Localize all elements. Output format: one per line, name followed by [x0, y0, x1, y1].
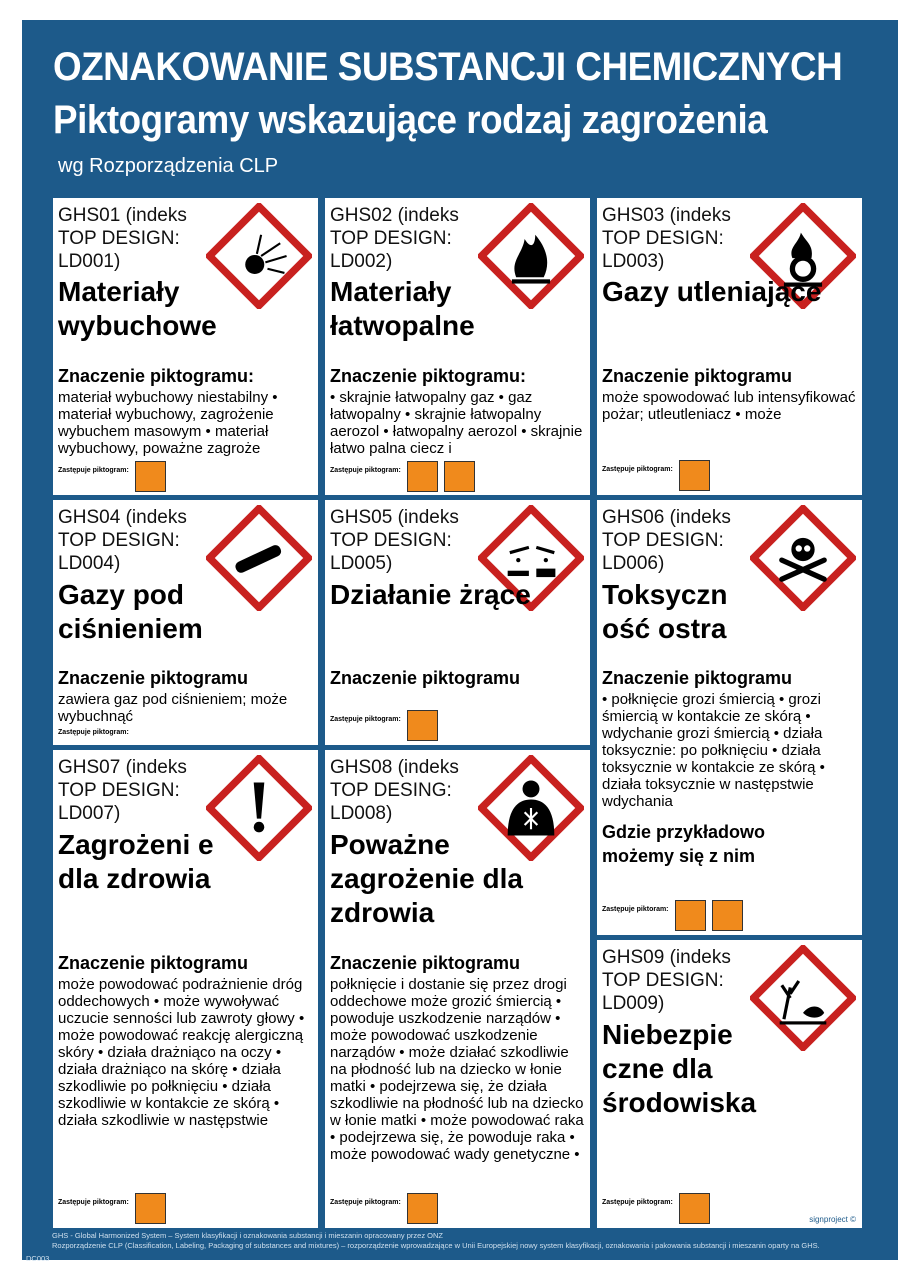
replaces-label: Zastępuje piktogram: [58, 1199, 129, 1206]
corrosion-icon [478, 505, 584, 611]
meaning-text: może powodować podrażnienie dróg oddecho… [58, 976, 305, 1129]
footer-ghs-note: GHS - Global Harmonized System – System … [52, 1231, 443, 1240]
product-code: DC003 [26, 1254, 50, 1263]
meaning-section: Zastępuje piktogram: [602, 1120, 856, 1224]
exclamation-mark-icon [206, 755, 312, 861]
pictogram-card-ghs08: GHS08 (indeks TOP DESING: LD008) Poważne … [325, 750, 590, 1228]
replaces-label: Zastępuje piktoram: [602, 906, 669, 913]
hazard-title: Toksyczn ość ostra [602, 579, 728, 644]
ghs-code: GHS05 (indeks TOP DESIGN: LD005) [330, 507, 459, 574]
meaning-section: Znaczenie piktogramu Zastępuje piktogram: [330, 668, 584, 741]
replaces-row: Zastępuje piktogram: [330, 461, 584, 492]
replaces-row: Zastępuje piktoram: [602, 900, 856, 931]
skull-crossbones-icon [750, 505, 856, 611]
replaces-label: Zastępuje piktogram: [58, 467, 129, 474]
meaning-heading: Znaczenie piktogramu [330, 953, 521, 973]
old-irritant-icon [134, 1193, 166, 1224]
pictogram-card-ghs07: GHS07 (indeks TOP DESIGN: LD007) Zagrożen… [53, 750, 318, 1228]
hazard-title: Zagrożeni e dla zdrowia [58, 829, 214, 894]
old-extremely-flammable-icon [443, 461, 475, 492]
old-very-toxic-icon [711, 900, 743, 931]
replaces-row: Zastępuje piktogram: [602, 460, 856, 491]
flame-over-circle-icon [750, 203, 856, 309]
old-explosive-icon [134, 461, 166, 492]
meaning-heading: Znaczenie piktogramu [58, 668, 249, 688]
exploding-bomb-icon [206, 203, 312, 309]
meaning-heading: Znaczenie piktogramu [602, 366, 793, 386]
footer-clp-note: Rozporządzenie CLP (Classification, Labe… [52, 1241, 820, 1250]
meaning-heading: Znaczenie piktogramu: [330, 366, 527, 386]
replaces-label: Zastępuje piktogram: [58, 729, 129, 736]
regulation-note: wg Rozporządzenia CLP [58, 155, 279, 177]
gas-cylinder-icon [206, 505, 312, 611]
meaning-heading: Znaczenie piktogramu [330, 668, 521, 688]
replaces-label: Zastępuje piktogram: [330, 1199, 401, 1206]
meaning-text: • skrajnie łatwopalny gaz • gaz łatwopal… [330, 389, 583, 457]
replaces-row: Zastępuje piktogram: [58, 461, 312, 492]
replaces-row: Zastępuje piktogram: [602, 1193, 856, 1224]
meaning-section: Znaczenie piktogramu • połknięcie grozi ś… [602, 668, 856, 931]
old-corrosive-icon [406, 710, 438, 741]
ghs-code: GHS01 (indeks TOP DESIGN: LD001) [58, 205, 187, 272]
hazard-title: Gazy pod ciśnieniem [58, 579, 203, 644]
meaning-text: • połknięcie grozi śmiercią • grozi śmie… [602, 691, 825, 810]
old-harmful-icon [406, 1193, 438, 1224]
example-heading: Gdzie przykładowo możemy się z nim [602, 822, 766, 866]
ghs-code: GHS06 (indeks TOP DESIGN: LD006) [602, 507, 731, 574]
environment-icon [750, 945, 856, 1051]
ghs-code: GHS04 (indeks TOP DESIGN: LD004) [58, 507, 187, 574]
meaning-heading: Znaczenie piktogramu [58, 953, 249, 973]
meaning-section: Znaczenie piktogramu: • skrajnie łatwopal… [330, 366, 584, 492]
old-toxic-icon [674, 900, 706, 931]
replaces-row: Zastępuje piktogram: [330, 1193, 584, 1224]
poster-title: OZNAKOWANIE SUBSTANCJI CHEMICZNYCH [53, 45, 843, 89]
hazard-title: Materiały łatwopalne [330, 276, 475, 341]
meaning-text: materiał wybuchowy niestabilny • materia… [58, 389, 278, 457]
meaning-section: Znaczenie piktogramu może spowodować lub … [602, 366, 856, 491]
flame-icon [478, 203, 584, 309]
old-oxidizing-icon [678, 460, 710, 491]
pictogram-card-ghs09: GHS09 (indeks TOP DESIGN: LD009) Niebezpi… [597, 940, 862, 1228]
health-hazard-icon [478, 755, 584, 861]
hazard-title: Działanie żrące [330, 579, 531, 610]
replaces-label: Zastępuje piktogram: [602, 1199, 673, 1206]
meaning-section: Znaczenie piktogramu może powodować podra… [58, 953, 312, 1224]
pictogram-card-ghs05: GHS05 (indeks TOP DESIGN: LD005) Działani… [325, 500, 590, 745]
pictogram-card-ghs01: GHS01 (indeks TOP DESIGN: LD001) Materiał… [53, 198, 318, 495]
meaning-section: Znaczenie piktogramu: materiał wybuchowy … [58, 366, 312, 492]
hazard-title: Materiały wybuchowe [58, 276, 217, 341]
replaces-row: Zastępuje piktogram: [58, 1193, 312, 1224]
replaces-row: Zastępuje piktogram: [330, 710, 584, 741]
ghs-code: GHS02 (indeks TOP DESIGN: LD002) [330, 205, 459, 272]
replaces-label: Zastępuje piktogram: [602, 466, 673, 473]
meaning-heading: Znaczenie piktogramu: [58, 366, 255, 386]
ghs-code: GHS08 (indeks TOP DESING: LD008) [330, 757, 459, 824]
meaning-text: może spowodować lub intensyfikować pożar… [602, 389, 856, 423]
ghs-code: GHS09 (indeks TOP DESIGN: LD009) [602, 947, 731, 1014]
replaces-label: Zastępuje piktogram: [330, 467, 401, 474]
meaning-section: Znaczenie piktogramu połknięcie i dostani… [330, 953, 584, 1224]
old-flammable-icon [406, 461, 438, 492]
signature: signproject © [809, 1215, 856, 1224]
meaning-heading: Znaczenie piktogramu [602, 668, 793, 688]
pictogram-card-ghs04: GHS04 (indeks TOP DESIGN: LD004) Gazy pod… [53, 500, 318, 745]
old-environment-icon [678, 1193, 710, 1224]
poster-subtitle: Piktogramy wskazujące rodzaj zagrożenia [53, 98, 768, 142]
meaning-section: Znaczenie piktogramu zawiera gaz pod ciśn… [58, 668, 312, 741]
hazard-title: Gazy utleniające [602, 276, 822, 307]
ghs-code: GHS07 (indeks TOP DESIGN: LD007) [58, 757, 187, 824]
replaces-row: Zastępuje piktogram: [58, 729, 312, 745]
ghs-code: GHS03 (indeks TOP DESIGN: LD003) [602, 205, 731, 272]
pictogram-card-ghs02: GHS02 (indeks TOP DESIGN: LD002) Materiał… [325, 198, 590, 495]
replaces-label: Zastępuje piktogram: [330, 716, 401, 723]
pictogram-card-ghs06: GHS06 (indeks TOP DESIGN: LD006) Toksyczn… [597, 500, 862, 935]
meaning-text: zawiera gaz pod ciśnieniem; może wybuchn… [58, 691, 288, 725]
pictogram-card-ghs03: GHS03 (indeks TOP DESIGN: LD003) Gazy utl… [597, 198, 862, 495]
hazard-title: Niebezpie czne dla środowiska [602, 1019, 757, 1118]
hazard-title: Poważne zagrożenie dla zdrowia [330, 829, 523, 928]
meaning-text: połknięcie i dostanie się przez drogi od… [330, 976, 584, 1163]
